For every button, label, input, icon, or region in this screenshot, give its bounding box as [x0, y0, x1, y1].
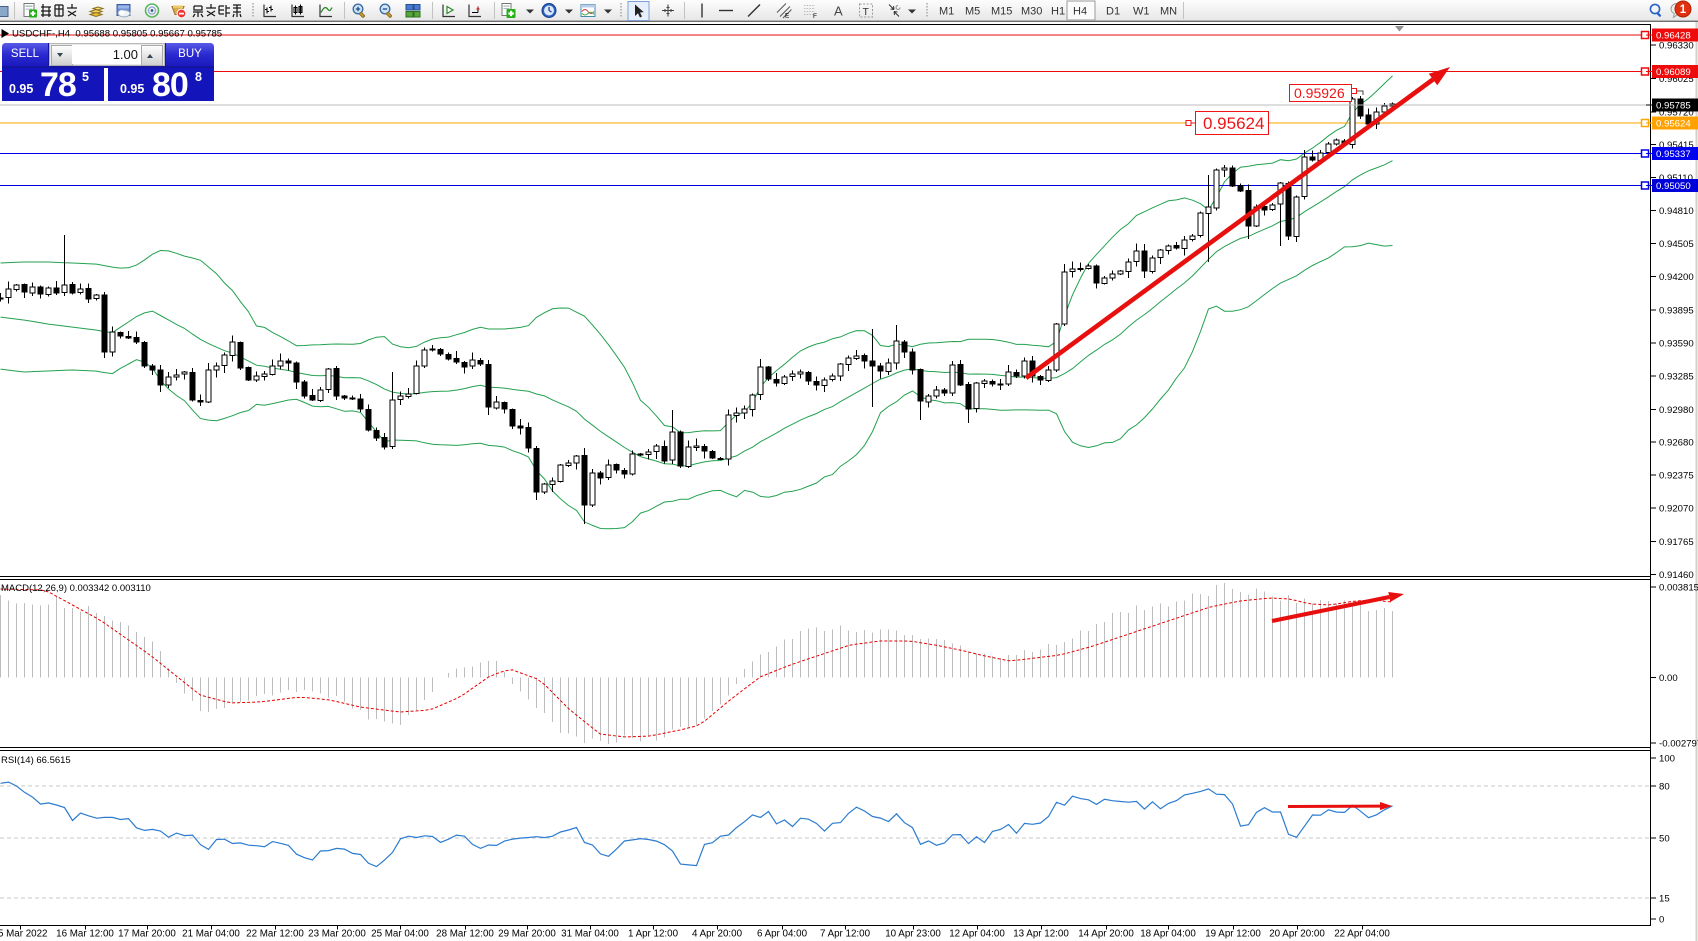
svg-text:H4: H4: [1073, 6, 1087, 18]
svg-text:M5: M5: [965, 6, 980, 18]
svg-text:0.92070: 0.92070: [1659, 504, 1694, 515]
svg-text:0.00: 0.00: [1659, 673, 1678, 684]
svg-text:0.96428: 0.96428: [1656, 31, 1691, 42]
svg-text:0.95624: 0.95624: [1656, 119, 1691, 130]
svg-text:6 Apr 04:00: 6 Apr 04:00: [757, 929, 808, 940]
svg-text:M30: M30: [1021, 6, 1042, 18]
svg-text:M1: M1: [939, 6, 954, 18]
svg-text:80: 80: [1659, 782, 1670, 793]
svg-text:0.94810: 0.94810: [1659, 206, 1694, 217]
svg-text:20 Apr 20:00: 20 Apr 20:00: [1269, 929, 1325, 940]
svg-text:4 Apr 20:00: 4 Apr 20:00: [692, 929, 743, 940]
svg-text:RSI(14) 66.5615: RSI(14) 66.5615: [1, 755, 71, 766]
svg-text:28 Mar 12:00: 28 Mar 12:00: [436, 929, 494, 940]
svg-text:12 Apr 04:00: 12 Apr 04:00: [949, 929, 1005, 940]
svg-text:0.96089: 0.96089: [1656, 67, 1691, 78]
svg-text:-0.002797: -0.002797: [1659, 739, 1698, 750]
svg-text:0.93895: 0.93895: [1659, 306, 1694, 317]
svg-text:13 Apr 12:00: 13 Apr 12:00: [1013, 929, 1069, 940]
svg-text:22 Mar 12:00: 22 Mar 12:00: [246, 929, 304, 940]
svg-text:14 Apr 20:00: 14 Apr 20:00: [1078, 929, 1134, 940]
svg-text:W1: W1: [1133, 6, 1150, 18]
svg-text:0.92375: 0.92375: [1659, 471, 1694, 482]
svg-text:0.96330: 0.96330: [1659, 41, 1694, 52]
svg-text:F: F: [813, 13, 817, 20]
svg-text:0.95050: 0.95050: [1656, 181, 1691, 192]
svg-text:0.93285: 0.93285: [1659, 372, 1694, 383]
svg-text:0.95926: 0.95926: [1294, 85, 1345, 101]
svg-text:0.91765: 0.91765: [1659, 537, 1694, 548]
svg-text:18 Apr 04:00: 18 Apr 04:00: [1140, 929, 1196, 940]
svg-text:0.94505: 0.94505: [1659, 239, 1694, 250]
svg-text:23 Mar 20:00: 23 Mar 20:00: [308, 929, 366, 940]
svg-text:22 Apr 04:00: 22 Apr 04:00: [1334, 929, 1390, 940]
svg-text:0.95624: 0.95624: [1203, 114, 1264, 133]
svg-text:29 Mar 20:00: 29 Mar 20:00: [498, 929, 556, 940]
svg-text:0.95415: 0.95415: [1659, 140, 1694, 151]
svg-text:0.91460: 0.91460: [1659, 570, 1694, 581]
svg-text:17 Mar 20:00: 17 Mar 20:00: [118, 929, 176, 940]
svg-text:1: 1: [1680, 4, 1687, 16]
svg-text:0.95720: 0.95720: [1659, 108, 1694, 119]
svg-text:MN: MN: [1160, 6, 1177, 18]
svg-text:0.95785: 0.95785: [1656, 101, 1691, 112]
svg-text:100: 100: [1659, 754, 1675, 765]
svg-text:0.95337: 0.95337: [1656, 149, 1691, 160]
svg-text:0.95110: 0.95110: [1659, 173, 1693, 184]
svg-text:0.96025: 0.96025: [1659, 74, 1694, 85]
svg-text:16 Mar 12:00: 16 Mar 12:00: [56, 929, 114, 940]
svg-text:0.93590: 0.93590: [1659, 339, 1694, 350]
svg-text:T: T: [863, 6, 870, 18]
svg-text:0.92980: 0.92980: [1659, 405, 1694, 416]
svg-text:10 Apr 23:00: 10 Apr 23:00: [885, 929, 941, 940]
svg-text:15 Mar 2022: 15 Mar 2022: [0, 929, 48, 940]
svg-text:21 Mar 04:00: 21 Mar 04:00: [182, 929, 240, 940]
svg-text:H1: H1: [1051, 6, 1065, 18]
svg-text:15: 15: [1659, 894, 1670, 905]
svg-text:7 Apr 12:00: 7 Apr 12:00: [820, 929, 871, 940]
svg-text:31 Mar 04:00: 31 Mar 04:00: [561, 929, 619, 940]
svg-text:19 Apr 12:00: 19 Apr 12:00: [1205, 929, 1261, 940]
svg-text:1 Apr 12:00: 1 Apr 12:00: [628, 929, 679, 940]
svg-text:M15: M15: [991, 6, 1012, 18]
svg-text:50: 50: [1659, 834, 1670, 845]
svg-text:D1: D1: [1106, 6, 1120, 18]
svg-text:A: A: [834, 4, 843, 19]
svg-text:MACD(12,26,9) 0.003342 0.00311: MACD(12,26,9) 0.003342 0.003110: [1, 583, 151, 594]
svg-text:E: E: [785, 13, 790, 20]
svg-text:0.003815: 0.003815: [1659, 583, 1698, 594]
svg-text:0.94200: 0.94200: [1659, 272, 1694, 283]
svg-text:0: 0: [1659, 915, 1664, 926]
svg-text:0.92680: 0.92680: [1659, 438, 1694, 449]
svg-text:USDCHF-,H4 0.95688 0.95805 0.: USDCHF-,H4 0.95688 0.95805 0.95667 0.957…: [12, 29, 222, 40]
svg-text:25 Mar 04:00: 25 Mar 04:00: [371, 929, 429, 940]
